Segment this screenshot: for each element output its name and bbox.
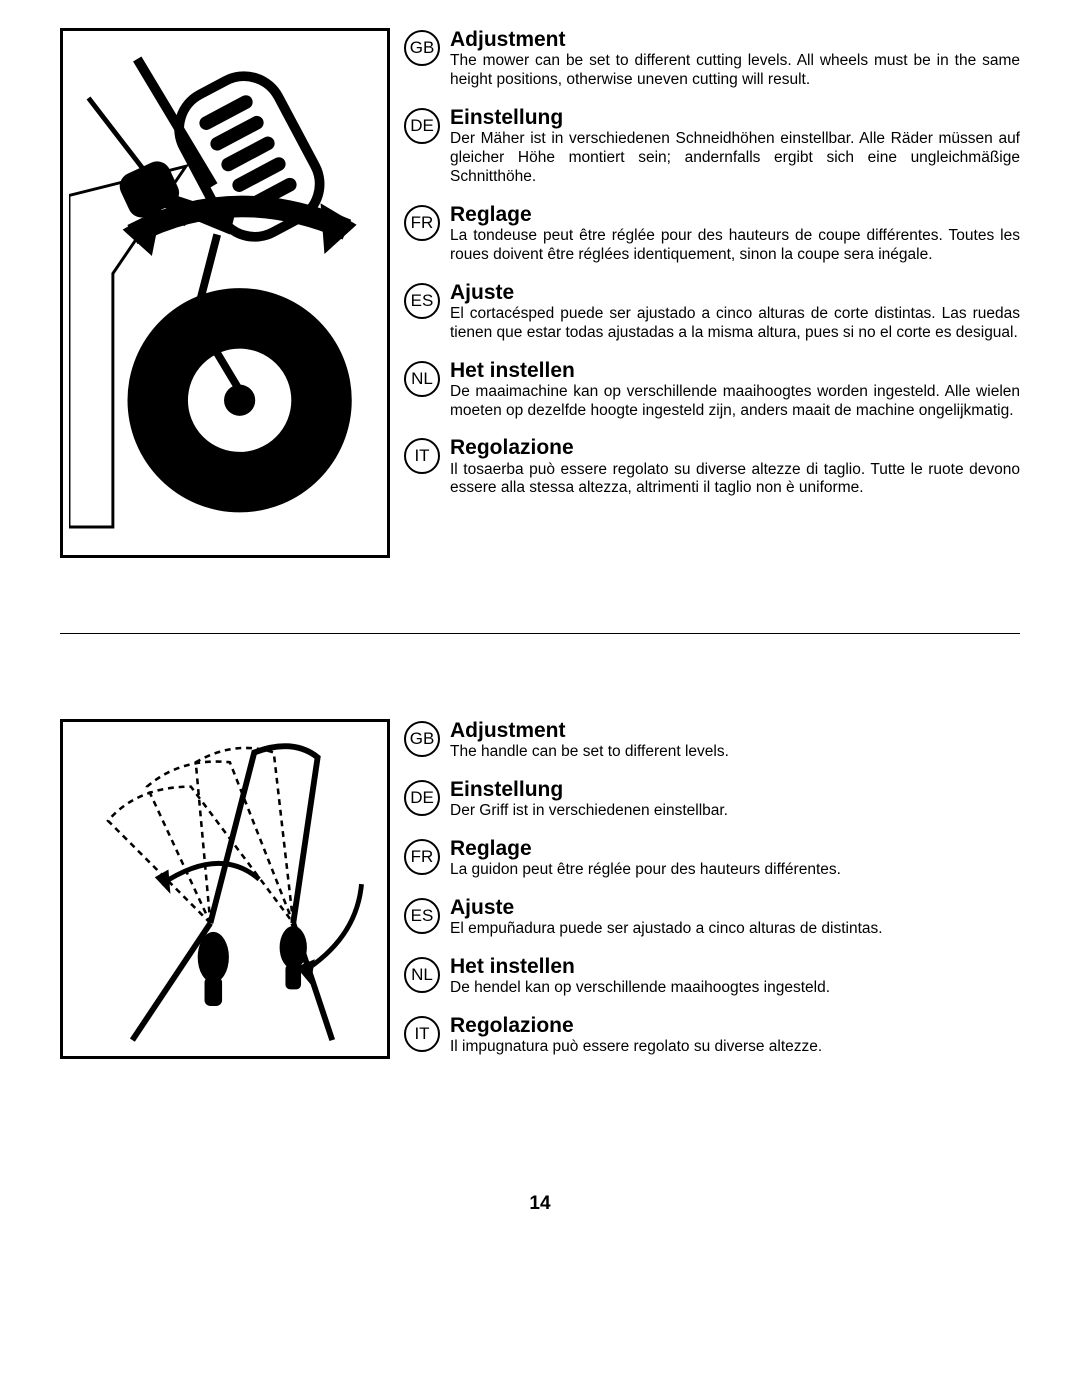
text: La guidon peut être réglée pour des haut… <box>450 861 1020 880</box>
text: The mower can be set to different cuttin… <box>450 52 1020 90</box>
entry-fr: FR Reglage La guidon peut être réglée po… <box>404 837 1020 880</box>
title: Adjustment <box>450 28 1020 51</box>
code: ES <box>411 906 434 926</box>
lang-code-circle: FR <box>404 839 440 875</box>
title: Reglage <box>450 203 1020 226</box>
code: NL <box>411 965 433 985</box>
entry-fr: FR Reglage La tondeuse peut être réglée … <box>404 203 1020 265</box>
code: DE <box>410 116 434 136</box>
lang-code-circle: ES <box>404 898 440 934</box>
code: DE <box>410 788 434 808</box>
entry-de: DE Einstellung Der Mäher ist in verschie… <box>404 106 1020 187</box>
code: GB <box>410 38 435 58</box>
title: Ajuste <box>450 281 1020 304</box>
manual-page: GB Adjustment The mower can be set to di… <box>0 0 1080 1255</box>
handle-illustration <box>60 719 390 1059</box>
title: Regolazione <box>450 436 1020 459</box>
entry-nl: NL Het instellen De hendel kan op versch… <box>404 955 1020 998</box>
title: Het instellen <box>450 359 1020 382</box>
lang-code-circle: NL <box>404 957 440 993</box>
entry-it: IT Regolazione Il impugnatura può essere… <box>404 1014 1020 1057</box>
code: NL <box>411 369 433 389</box>
lang-code-circle: IT <box>404 1016 440 1052</box>
page-number: 14 <box>60 1193 1020 1215</box>
title: Ajuste <box>450 896 1020 919</box>
lang-code-circle: DE <box>404 108 440 144</box>
wheel-illustration <box>60 28 390 558</box>
entry-it: IT Regolazione Il tosaerba può essere re… <box>404 436 1020 498</box>
title: Adjustment <box>450 719 1020 742</box>
text: Der Mäher ist in verschiedenen Schneidhö… <box>450 130 1020 187</box>
text: De maaimachine kan op verschillende maai… <box>450 383 1020 421</box>
text: Il tosaerba può essere regolato su diver… <box>450 461 1020 499</box>
handle-svg <box>69 728 381 1050</box>
text: Il impugnatura può essere regolato su di… <box>450 1038 1020 1057</box>
entry-de: DE Einstellung Der Griff ist in verschie… <box>404 778 1020 821</box>
lang-code-circle: GB <box>404 30 440 66</box>
section-handle: GB Adjustment The handle can be set to d… <box>60 719 1020 1073</box>
section2-text: GB Adjustment The handle can be set to d… <box>404 719 1020 1073</box>
entry-es: ES Ajuste El cortacésped puede ser ajust… <box>404 281 1020 343</box>
wheel-svg <box>69 37 381 549</box>
code: GB <box>410 729 435 749</box>
entry-gb: GB Adjustment The handle can be set to d… <box>404 719 1020 762</box>
lang-code-circle: FR <box>404 205 440 241</box>
code: IT <box>414 1024 429 1044</box>
code: ES <box>411 291 434 311</box>
text: El empuñadura puede ser ajustado a cinco… <box>450 920 1020 939</box>
text: El cortacésped puede ser ajustado a cinc… <box>450 305 1020 343</box>
code: IT <box>414 446 429 466</box>
title: Einstellung <box>450 778 1020 801</box>
text: La tondeuse peut être réglée pour des ha… <box>450 227 1020 265</box>
lang-code-circle: IT <box>404 438 440 474</box>
section1-text: GB Adjustment The mower can be set to di… <box>404 28 1020 514</box>
code: FR <box>411 847 434 867</box>
code: FR <box>411 213 434 233</box>
lang-code-circle: NL <box>404 361 440 397</box>
entry-gb: GB Adjustment The mower can be set to di… <box>404 28 1020 90</box>
entry-es: ES Ajuste El empuñadura puede ser ajusta… <box>404 896 1020 939</box>
lang-code-circle: DE <box>404 780 440 816</box>
text: De hendel kan op verschillende maaihoogt… <box>450 979 1020 998</box>
entry-nl: NL Het instellen De maaimachine kan op v… <box>404 359 1020 421</box>
section-wheel: GB Adjustment The mower can be set to di… <box>60 28 1020 558</box>
text: The handle can be set to different level… <box>450 743 1020 762</box>
title: Regolazione <box>450 1014 1020 1037</box>
title: Reglage <box>450 837 1020 860</box>
lang-code-circle: GB <box>404 721 440 757</box>
title: Einstellung <box>450 106 1020 129</box>
divider <box>60 633 1020 634</box>
title: Het instellen <box>450 955 1020 978</box>
text: Der Griff ist in verschiedenen einstellb… <box>450 802 1020 821</box>
lang-code-circle: ES <box>404 283 440 319</box>
